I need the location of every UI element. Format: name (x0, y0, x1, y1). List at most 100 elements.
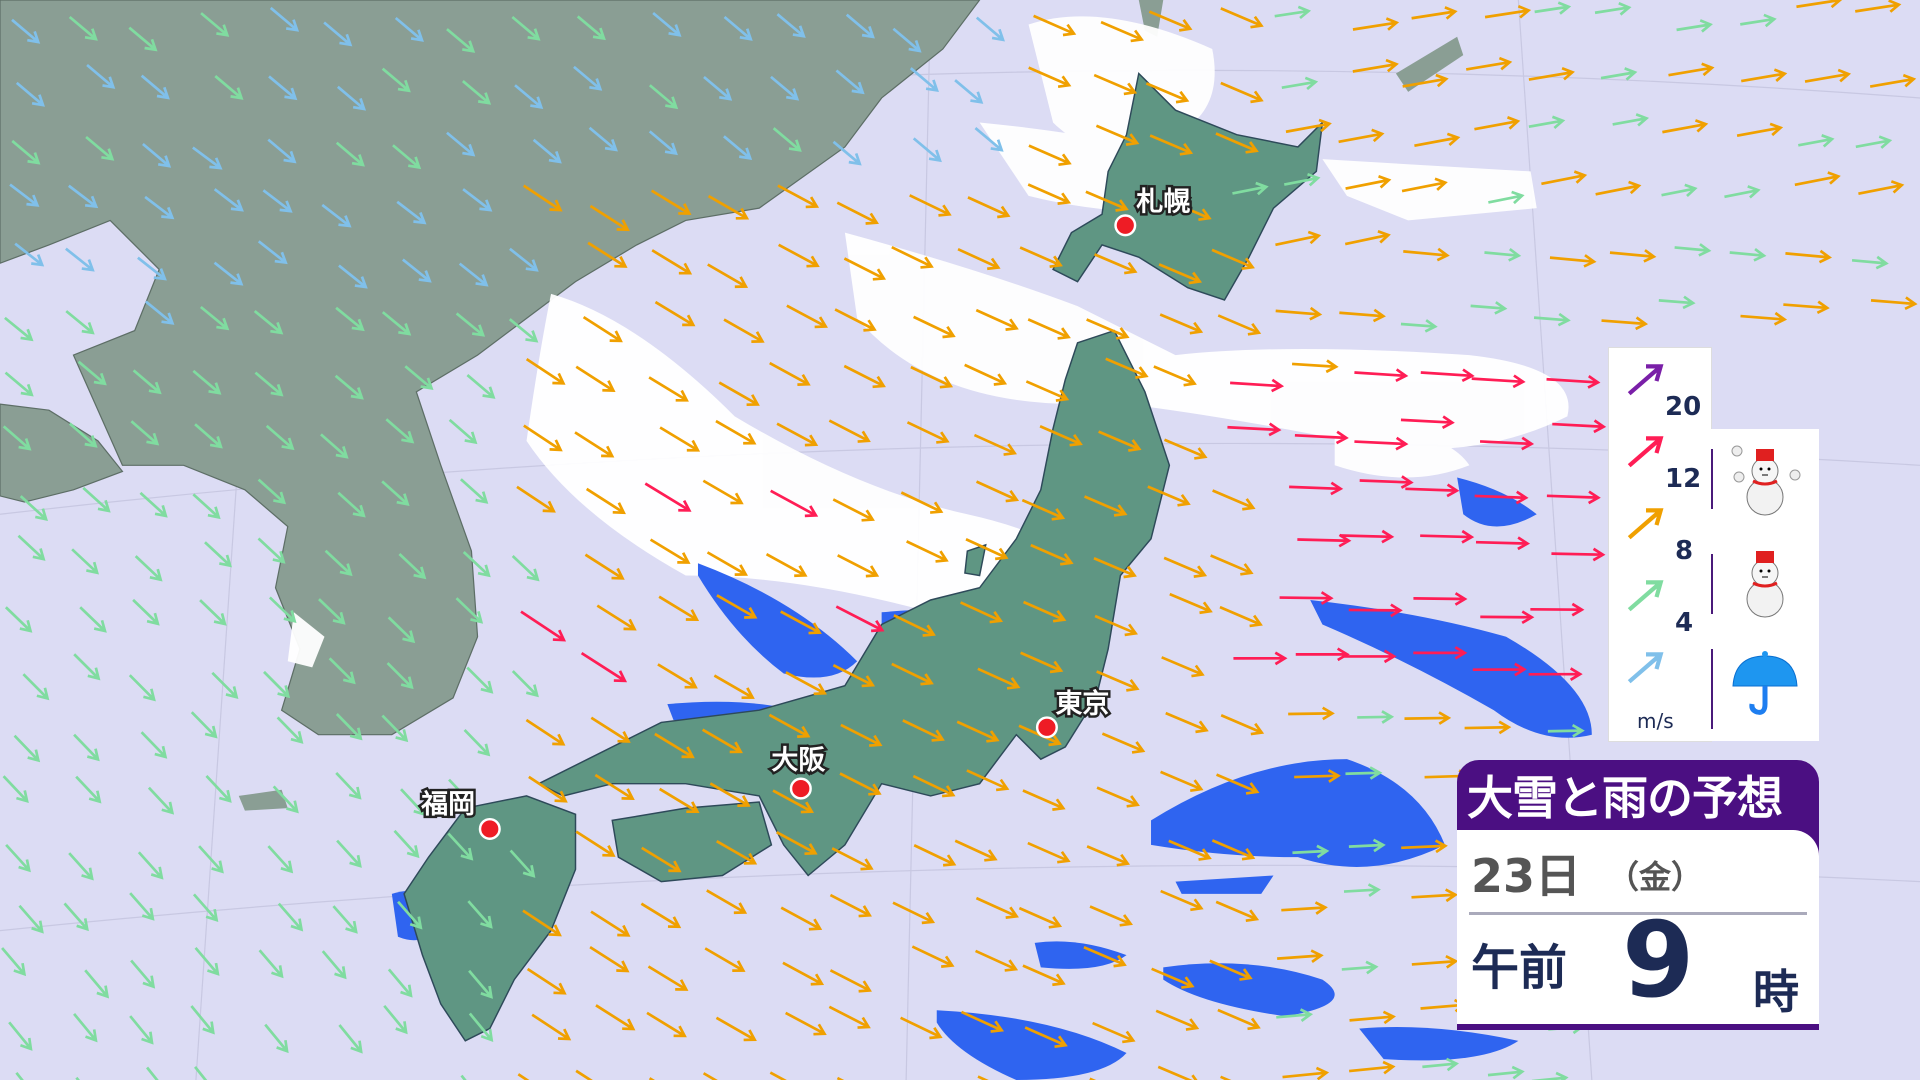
wind-arrow (511, 15, 541, 41)
wind-arrow (913, 844, 957, 867)
wind-arrow (137, 256, 167, 281)
wind-arrow (960, 601, 1004, 624)
wind-unit-label: m/s (1637, 709, 1674, 733)
wind-arrow (1413, 592, 1468, 606)
wind-arrow (128, 26, 158, 52)
wind-arrow (582, 316, 623, 343)
wind-arrow (1039, 425, 1083, 447)
wind-arrow (268, 596, 297, 623)
forecast-ampm: 午前 (1471, 940, 1568, 996)
wind-arrow (1092, 1021, 1136, 1044)
forecast-title: 大雪と雨の予想 (1467, 771, 1783, 825)
wind-arrow (1547, 723, 1585, 738)
wind-arrow (318, 598, 346, 625)
wind-arrow (335, 771, 362, 800)
wind-arrow (594, 773, 635, 801)
wind-arrow (706, 889, 748, 915)
wind-arrow (335, 306, 365, 332)
wind-arrow (589, 946, 630, 973)
wind-arrow (1168, 839, 1212, 861)
wind-arrow (1230, 378, 1285, 393)
wind-arrow (1096, 670, 1140, 692)
wind-arrow (1345, 175, 1392, 190)
wind-arrow (1869, 73, 1917, 88)
wind-arrow (1855, 0, 1902, 13)
wind-arrow (575, 830, 616, 857)
wind-arrow (1484, 247, 1522, 262)
wind-speed-legend: 20 12 8 4 m/s (1608, 347, 1712, 742)
wind-arrow (835, 605, 885, 633)
wind-arrow (831, 847, 874, 871)
wind-arrow (194, 1066, 208, 1080)
legend-speed-value: 20 (1665, 392, 1702, 422)
legend-arrow-icon (1627, 580, 1664, 612)
wind-arrow (1488, 190, 1525, 205)
wind-arrow (267, 845, 294, 874)
wind-arrow (1422, 1057, 1460, 1072)
wind-arrow (79, 606, 107, 633)
wind-arrow (272, 785, 299, 814)
wind-arrow (1348, 838, 1386, 853)
wind-arrow (837, 554, 880, 578)
wind-arrow (589, 204, 630, 232)
wind-arrow (1028, 66, 1072, 89)
wind-arrow (840, 723, 883, 747)
wind-arrow (829, 969, 872, 993)
wind-arrow (336, 85, 367, 111)
wind-arrow (1275, 306, 1323, 321)
wind-arrow (1282, 1066, 1330, 1080)
wind-arrow (15, 1071, 24, 1080)
wind-arrow (1352, 17, 1400, 31)
wind-arrow (1027, 841, 1071, 864)
wind-arrow (1233, 651, 1288, 666)
wind-arrow (18, 904, 44, 934)
wind-arrow (130, 959, 156, 989)
wind-arrow (1528, 66, 1575, 81)
japan-landmass (403, 71, 1324, 1042)
wind-arrow (1281, 901, 1328, 915)
wind-arrow (1343, 883, 1381, 897)
wind-arrow (1101, 732, 1146, 754)
wind-arrow (1413, 646, 1468, 660)
wind-arrow (1094, 253, 1138, 275)
wind-arrow (1420, 529, 1475, 544)
wind-arrow (75, 775, 102, 804)
wind-arrow (134, 555, 163, 582)
wind-arrow (528, 775, 568, 803)
wind-arrow (262, 189, 293, 213)
wind-arrow (576, 15, 606, 41)
wind-arrow (525, 718, 566, 746)
wind-arrow (1275, 230, 1322, 247)
wind-arrow (716, 840, 758, 865)
wind-arrow (468, 969, 493, 999)
wind-arrow (129, 892, 155, 921)
wind-arrow (954, 839, 998, 862)
wind-arrow (130, 420, 160, 446)
wind-arrow (575, 1069, 593, 1080)
wind-arrow (648, 376, 689, 402)
wind-arrow (1295, 647, 1350, 662)
wind-arrow (784, 1011, 827, 1036)
wind-arrow (974, 127, 1004, 152)
continent-landmass (0, 0, 981, 736)
wind-arrow (1227, 422, 1282, 437)
wind-arrow (192, 146, 223, 170)
wind-arrow (446, 28, 476, 53)
wind-arrow (1546, 375, 1601, 389)
wind-arrow (1404, 711, 1452, 725)
wind-arrow (702, 479, 744, 505)
wind-arrow (14, 242, 45, 267)
wind-arrow (843, 257, 887, 281)
wind-arrow (1165, 711, 1209, 734)
wind-arrow (144, 195, 175, 220)
wind-arrow (1083, 495, 1128, 517)
wind-arrow (1541, 170, 1588, 186)
wind-arrow (205, 775, 232, 803)
wind-arrow (458, 262, 489, 287)
wind-arrow (1400, 319, 1438, 333)
wind-arrow (194, 947, 220, 976)
legend-arrow-icon (1627, 508, 1664, 540)
wind-arrow (1349, 1060, 1396, 1075)
wind-arrow (707, 263, 749, 289)
wind-arrow (1342, 649, 1397, 664)
